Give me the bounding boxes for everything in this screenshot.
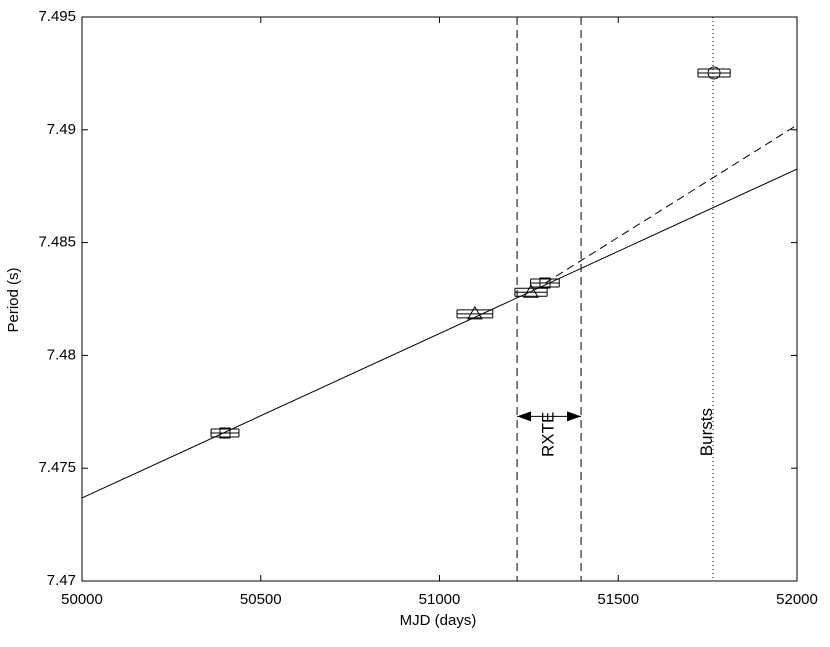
plot-frame — [81, 16, 798, 582]
marker — [467, 305, 483, 320]
x-tick-label: 50000 — [61, 591, 103, 608]
error-bar — [514, 287, 548, 297]
marker — [219, 427, 231, 439]
x-tick-label: 50500 — [240, 591, 282, 608]
error-bar — [210, 428, 240, 438]
fit-line — [544, 124, 798, 284]
annotation: Bursts — [697, 408, 716, 456]
y-tick-label: 7.48 — [47, 346, 76, 363]
annotation: RXTE — [538, 412, 557, 457]
error-bar — [530, 278, 560, 288]
x-axis-label: MJD (days) — [400, 612, 477, 629]
y-tick-label: 7.49 — [47, 121, 76, 138]
x-tick-label: 51500 — [597, 591, 639, 608]
error-bar — [456, 309, 494, 319]
arrow-head — [517, 411, 532, 422]
error-bar — [697, 68, 731, 78]
marker — [707, 66, 721, 80]
y-axis-label: Period (s) — [5, 267, 22, 332]
y-tick-label: 7.495 — [38, 8, 76, 25]
marker — [523, 284, 539, 298]
y-tick-label: 7.485 — [38, 234, 76, 251]
fit-line — [81, 168, 798, 499]
y-tick-label: 7.47 — [47, 572, 76, 589]
arrow-head — [567, 411, 582, 422]
x-tick-label: 52000 — [776, 591, 818, 608]
y-tick-label: 7.475 — [38, 459, 76, 476]
x-tick-label: 51000 — [419, 591, 461, 608]
